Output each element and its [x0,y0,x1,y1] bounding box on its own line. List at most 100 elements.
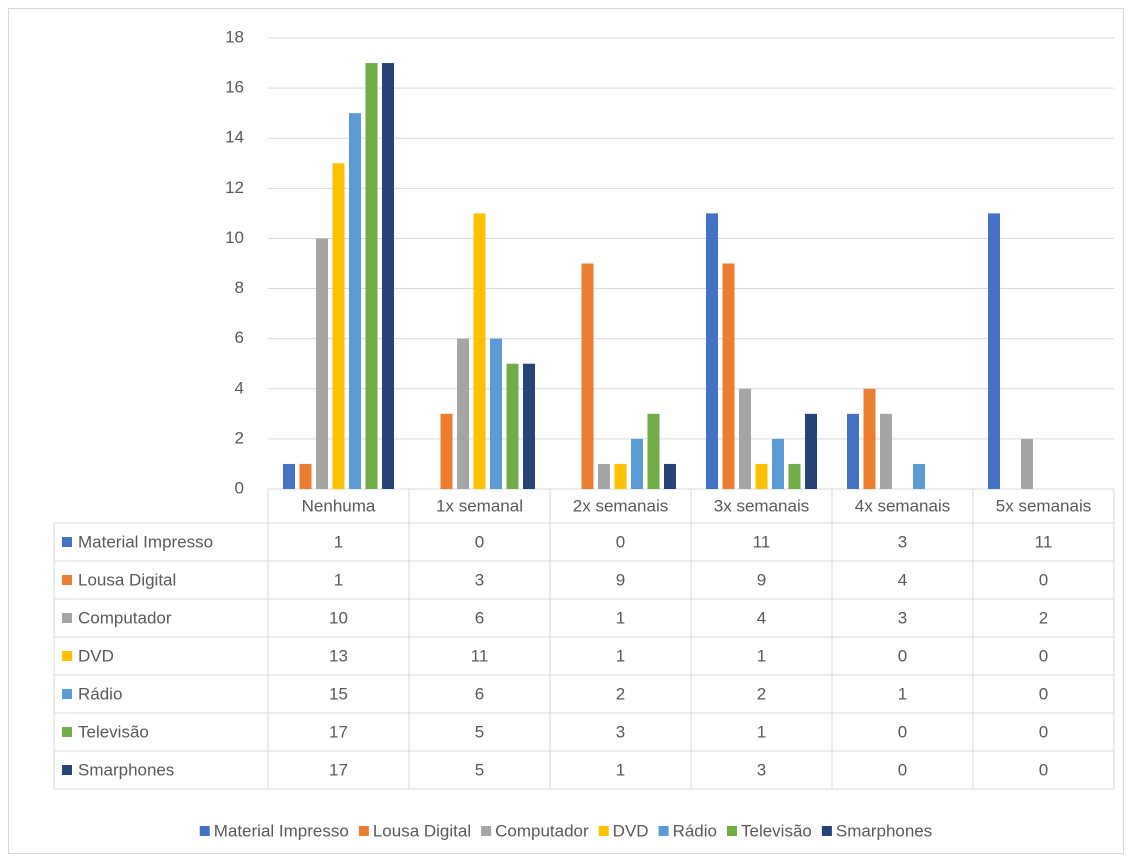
legend-key [199,826,210,836]
table-cell: 13 [329,646,348,665]
table-legend-key [62,651,72,661]
bar [365,63,378,490]
table-cell: 17 [329,760,348,779]
legend-label: Computador [495,821,589,840]
table-cell: 1 [616,608,625,627]
table-row-label: Material Impresso [78,532,213,551]
bar [1021,438,1033,489]
y-tick-label: 12 [225,178,244,197]
legend-key [358,826,369,836]
bar [706,213,718,489]
table-cell: 0 [1039,722,1048,741]
table-row-label: DVD [78,646,114,665]
bar [299,463,312,489]
table-cell: 0 [898,646,907,665]
table-cell: 0 [1039,684,1048,703]
table-cell: 1 [616,646,625,665]
bar [349,113,361,490]
legend-key [598,826,609,836]
table-row-label: Smarphones [78,760,174,779]
bar [788,463,801,489]
bar [755,463,768,489]
bar [722,263,735,489]
y-tick-label: 14 [225,128,244,147]
bar [880,413,892,489]
table-cell: 1 [757,722,766,741]
table-cell: 2 [616,684,625,703]
table-cell: 2 [757,684,766,703]
bar [382,63,394,490]
bar [739,388,751,489]
legend-label: Smarphones [836,821,932,840]
y-tick-label: 0 [235,478,244,497]
table-cell: 1 [898,684,907,703]
table-cell: 3 [898,608,907,627]
table-cell: 1 [334,570,343,589]
bar [473,213,486,489]
table-cell: 3 [475,570,484,589]
table-cell: 17 [329,722,348,741]
table-cell: 11 [471,646,489,665]
table-cell: 2 [1039,608,1048,627]
table-cell: 0 [1039,760,1048,779]
y-tick-label: 8 [235,278,244,297]
table-cell: 0 [898,722,907,741]
chart-border [8,8,1124,854]
bar [847,413,859,489]
table-cell: 5 [475,760,484,779]
y-tick-label: 10 [225,228,244,247]
table-cell: 4 [898,570,907,589]
table-cell: 6 [475,608,484,627]
table-cell: 0 [475,532,484,551]
table-cell: 9 [616,570,625,589]
table-legend-key [62,727,72,737]
table-legend-key [62,537,72,547]
bar [506,363,519,489]
x-tick-label: 3x semanais [714,496,809,515]
y-tick-label: 4 [235,378,244,397]
table-cell: 1 [334,532,343,551]
table-cell: 3 [757,760,766,779]
bar [664,463,676,489]
x-tick-label: 1x semanal [436,496,523,515]
bar [863,388,876,489]
bar [772,438,784,489]
x-tick-label: 4x semanais [855,496,950,515]
table-cell: 11 [1035,532,1053,551]
table-legend-key [62,765,72,775]
legend-label: Televisão [741,821,812,840]
legend-label: Lousa Digital [373,821,471,840]
bar [988,213,1000,489]
table-row-label: Televisão [78,722,149,741]
table-cell: 6 [475,684,484,703]
y-tick-label: 6 [235,328,244,347]
bar [805,413,817,489]
x-tick-label: 5x semanais [996,496,1091,515]
legend-key [481,826,492,836]
table-cell: 0 [1039,646,1048,665]
legend-label: Material Impresso [214,821,349,840]
table-legend-key [62,689,72,699]
legend-label: Rádio [673,821,717,840]
bar [332,163,345,489]
table-cell: 9 [757,570,766,589]
y-tick-label: 18 [225,27,244,46]
bar [457,338,469,489]
bar [614,463,627,489]
x-tick-label: 2x semanais [573,496,668,515]
legend-label: DVD [613,821,649,840]
bar [631,438,643,489]
table-cell: 0 [898,760,907,779]
bar [523,363,535,489]
legend-key [821,826,832,836]
legend-key [727,826,738,836]
y-tick-label: 2 [235,428,244,447]
table-cell: 11 [753,532,771,551]
y-tick-label: 16 [225,78,244,97]
table-row-label: Rádio [78,684,122,703]
bar [647,413,660,489]
table-row-label: Computador [78,608,172,627]
bar [440,413,453,489]
table-cell: 3 [898,532,907,551]
